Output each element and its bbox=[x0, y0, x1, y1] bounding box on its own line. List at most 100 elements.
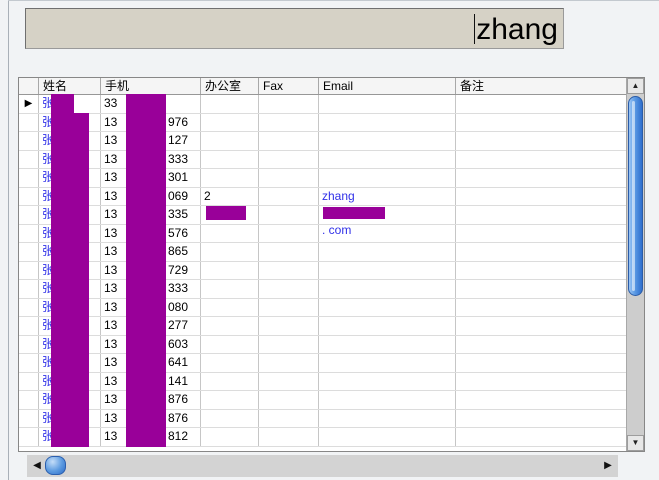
cell-notes[interactable] bbox=[456, 188, 626, 206]
cell-phone[interactable]: 13 812 bbox=[101, 427, 201, 447]
horizontal-scrollbar[interactable]: ◀ ▶ bbox=[27, 455, 618, 477]
cell-fax[interactable] bbox=[259, 206, 319, 224]
table-row[interactable]: 张 13 876 bbox=[19, 408, 626, 428]
cell-fax[interactable] bbox=[259, 372, 319, 390]
cell-name[interactable]: 张 bbox=[39, 131, 101, 151]
search-input[interactable]: zhang bbox=[25, 8, 564, 49]
cell-notes[interactable] bbox=[456, 336, 626, 354]
cell-name[interactable]: 张 bbox=[39, 408, 101, 428]
cell-office[interactable] bbox=[201, 261, 259, 279]
cell-name[interactable]: 张 bbox=[39, 279, 101, 299]
cell-email[interactable] bbox=[319, 317, 456, 335]
vertical-scrollbar[interactable]: ▲ ▼ bbox=[626, 78, 644, 451]
cell-phone[interactable]: 13 876 bbox=[101, 390, 201, 410]
cell-notes[interactable] bbox=[456, 169, 626, 187]
table-row[interactable]: 张 13 333 bbox=[19, 149, 626, 169]
table-row[interactable]: 张 13 812 bbox=[19, 427, 626, 447]
cell-email[interactable] bbox=[319, 409, 456, 427]
cell-office[interactable] bbox=[201, 372, 259, 390]
vertical-scroll-track[interactable] bbox=[627, 94, 644, 435]
cell-notes[interactable] bbox=[456, 373, 626, 391]
table-row[interactable]: 张 13 876 bbox=[19, 390, 626, 410]
cell-email[interactable] bbox=[319, 280, 456, 298]
row-selector-cell[interactable]: ▶ bbox=[19, 95, 39, 113]
cell-name[interactable]: 张 bbox=[39, 205, 101, 225]
cell-office[interactable] bbox=[201, 428, 259, 446]
cell-office[interactable] bbox=[201, 113, 259, 131]
column-header-3[interactable]: 办公室 bbox=[201, 78, 259, 94]
cell-office[interactable] bbox=[201, 243, 259, 261]
table-row[interactable]: 张 13 080 bbox=[19, 297, 626, 317]
cell-office[interactable] bbox=[201, 280, 259, 298]
cell-phone[interactable]: 13 876 bbox=[101, 408, 201, 428]
cell-fax[interactable] bbox=[259, 150, 319, 168]
cell-fax[interactable] bbox=[259, 169, 319, 187]
cell-email[interactable] bbox=[319, 132, 456, 150]
row-selector-cell[interactable] bbox=[19, 113, 39, 131]
cell-fax[interactable] bbox=[259, 243, 319, 261]
cell-phone[interactable]: 13 127 bbox=[101, 131, 201, 151]
column-header-6[interactable]: 备注 bbox=[460, 79, 485, 93]
cell-phone[interactable]: 13 069 bbox=[101, 186, 201, 206]
cell-name[interactable]: 张 bbox=[39, 297, 101, 317]
cell-office[interactable] bbox=[201, 132, 259, 150]
table-row[interactable]: 张 13 277 bbox=[19, 316, 626, 336]
table-row[interactable]: 张 13 335 bbox=[19, 205, 626, 225]
cell-fax[interactable] bbox=[259, 132, 319, 150]
cell-fax[interactable] bbox=[259, 409, 319, 427]
cell-email[interactable] bbox=[319, 372, 456, 390]
cell-phone[interactable]: 13 333 bbox=[101, 279, 201, 299]
cell-fax[interactable] bbox=[259, 354, 319, 372]
column-header-2[interactable]: 手机 bbox=[101, 78, 201, 94]
cell-phone[interactable]: 13 333 bbox=[101, 149, 201, 169]
cell-notes[interactable] bbox=[456, 132, 626, 150]
cell-notes[interactable] bbox=[456, 151, 626, 169]
cell-office[interactable] bbox=[201, 150, 259, 168]
scroll-right-button[interactable]: ▶ bbox=[600, 455, 616, 477]
cell-notes[interactable] bbox=[456, 114, 626, 132]
row-selector-cell[interactable] bbox=[19, 261, 39, 279]
cell-fax[interactable] bbox=[259, 428, 319, 446]
row-selector-cell[interactable] bbox=[19, 335, 39, 353]
cell-phone[interactable]: 13 729 bbox=[101, 260, 201, 280]
cell-notes[interactable] bbox=[456, 262, 626, 280]
cell-office[interactable] bbox=[201, 95, 259, 113]
cell-name[interactable]: 张 bbox=[39, 112, 101, 132]
cell-email[interactable] bbox=[319, 150, 456, 168]
cell-notes[interactable] bbox=[456, 225, 626, 243]
cell-notes[interactable] bbox=[456, 95, 626, 113]
cell-phone[interactable]: 13 080 bbox=[101, 297, 201, 317]
cell-fax[interactable] bbox=[259, 187, 319, 205]
table-row[interactable]: 张 13 069 2 zhang. com bbox=[19, 186, 626, 237]
cell-phone[interactable]: 13 141 bbox=[101, 371, 201, 391]
cell-email[interactable] bbox=[319, 298, 456, 316]
table-row[interactable]: 张 13 127 bbox=[19, 131, 626, 151]
cell-email[interactable] bbox=[319, 113, 456, 131]
cell-name[interactable]: 张 bbox=[39, 149, 101, 169]
row-selector-cell[interactable] bbox=[19, 187, 39, 205]
cell-fax[interactable] bbox=[259, 317, 319, 335]
cell-name[interactable]: 张 bbox=[39, 316, 101, 336]
row-selector-cell[interactable] bbox=[19, 391, 39, 409]
cell-name[interactable]: 张 bbox=[39, 242, 101, 262]
cell-notes[interactable] bbox=[456, 410, 626, 428]
row-selector-cell[interactable] bbox=[19, 169, 39, 187]
cell-email[interactable] bbox=[319, 335, 456, 353]
table-row[interactable]: 张 13 729 bbox=[19, 260, 626, 280]
cell-phone[interactable]: 13 603 bbox=[101, 334, 201, 354]
cell-name[interactable]: 张 bbox=[39, 94, 101, 114]
cell-phone[interactable]: 13 301 bbox=[101, 168, 201, 188]
scroll-left-button[interactable]: ◀ bbox=[29, 455, 45, 477]
row-selector-cell[interactable] bbox=[19, 409, 39, 427]
cell-email[interactable] bbox=[319, 261, 456, 279]
table-row[interactable]: 张 13 641 bbox=[19, 353, 626, 373]
table-row[interactable]: ▶ 张 33 bbox=[19, 94, 626, 114]
cell-name[interactable]: 张 bbox=[39, 353, 101, 373]
scroll-down-button[interactable]: ▼ bbox=[627, 435, 644, 451]
cell-name[interactable]: 张 bbox=[39, 186, 101, 206]
cell-phone[interactable]: 13 576 bbox=[101, 223, 201, 243]
row-selector-cell[interactable] bbox=[19, 206, 39, 224]
table-row[interactable]: 张 13 333 bbox=[19, 279, 626, 299]
cell-name[interactable]: 张 bbox=[39, 371, 101, 391]
table-row[interactable]: 张 13 976 bbox=[19, 112, 626, 132]
